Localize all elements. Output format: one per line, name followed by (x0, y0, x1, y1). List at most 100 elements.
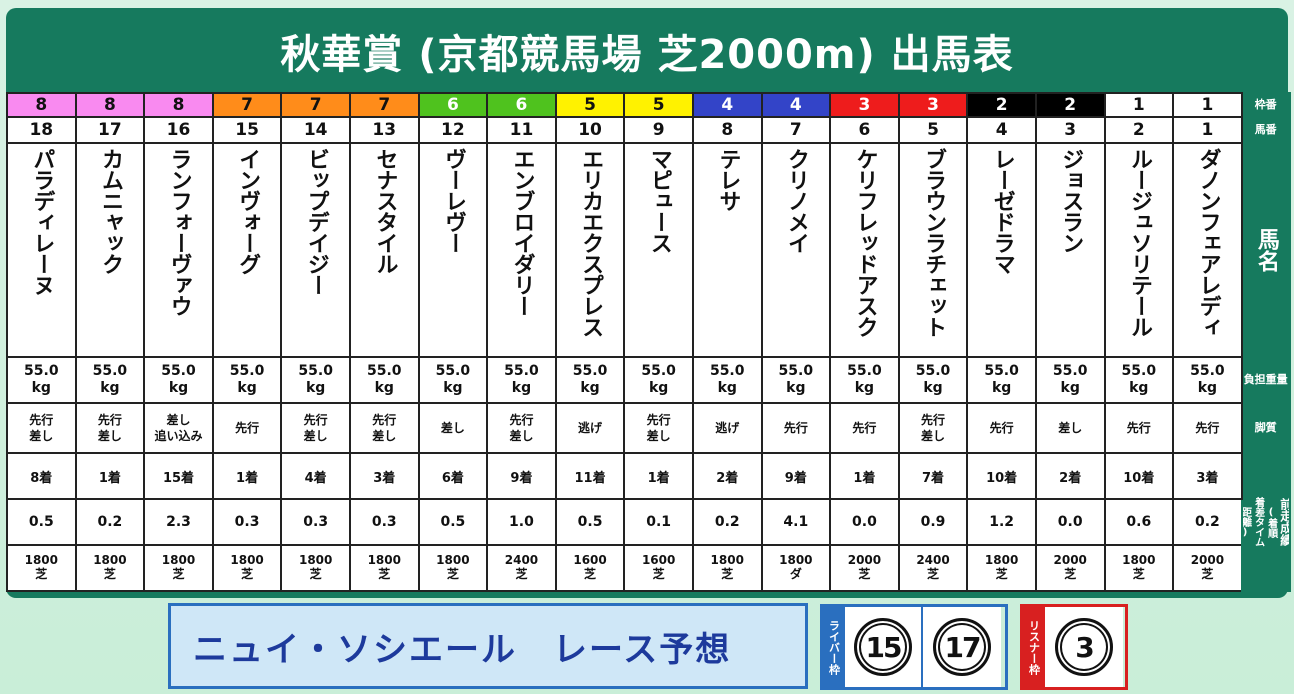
distance-value: 1800 (779, 553, 813, 568)
prev-place-cell: 3着 (1172, 452, 1243, 500)
weight-cell: 55.0 kg (143, 356, 214, 404)
horse-name: マピュース (646, 148, 672, 253)
weight-cell: 55.0 kg (280, 356, 351, 404)
horse-name: テレサ (715, 148, 741, 211)
weight-unit: kg (443, 380, 463, 396)
style-primary: 逃げ (715, 420, 740, 435)
weight-value: 55.0 (1052, 363, 1088, 380)
weight-value: 55.0 (24, 363, 59, 380)
waku-cell: 1 (1103, 92, 1175, 118)
horse-name: ランフォーヴァウ (166, 148, 192, 316)
horse-name: セナスタイル (372, 148, 398, 274)
distance-value: 2400 (916, 553, 950, 568)
waku-cell: 4 (760, 92, 832, 118)
prev-diff-cell: 2.3 (143, 498, 214, 546)
style-cell: 差し 追い込み (143, 402, 214, 454)
horse-name: ジョスラン (1058, 148, 1084, 253)
horse-name-cell: ランフォーヴァウ (143, 142, 214, 358)
prev-diff-cell: 4.1 (760, 498, 832, 546)
umaban-cell: 6 (829, 116, 900, 144)
prev-place-cell: 1着 (623, 452, 694, 500)
prev-diff-cell: 1.2 (966, 498, 1037, 546)
prev-place-cell: 6着 (417, 452, 489, 500)
prediction-banner: ニュイ・ソシエール レース予想 (168, 603, 808, 689)
weight-cell: 55.0 kg (554, 356, 626, 404)
distance-value: 2000 (1053, 553, 1087, 568)
prev-diff-cell: 0.6 (1103, 498, 1175, 546)
style-cell: 先行 差し (897, 402, 969, 454)
prev-place-cell: 2着 (691, 452, 763, 500)
weight-unit: kg (923, 380, 943, 396)
label: 距離) (1241, 506, 1251, 538)
weight-value: 55.0 (641, 363, 676, 380)
weight-cell: 55.0 kg (1172, 356, 1243, 404)
surface-value: 芝 (927, 567, 940, 581)
surface-value: 芝 (378, 567, 391, 581)
row-umaban: 18 17 16 15 14 13 12 11 10 9 8 7 6 5 4 3 2 1 馬番 (6, 116, 1291, 144)
prev-diff-cell: 0.2 (1172, 498, 1243, 546)
prev-distance-cell: 1800 芝 (6, 544, 77, 592)
row-label-waku: 枠番 (1240, 92, 1291, 118)
prev-distance-cell: 1800 芝 (417, 544, 489, 592)
prev-distance-cell: 1800 芝 (966, 544, 1037, 592)
weight-cell: 55.0 kg (211, 356, 283, 404)
prev-place-cell: 10着 (1103, 452, 1175, 500)
prev-diff-cell: 0.5 (417, 498, 489, 546)
label: 負担重量 (1243, 373, 1288, 387)
distance-value: 1600 (573, 553, 607, 568)
prev-distance-cell: 1800 芝 (280, 544, 351, 592)
prev-distance-cell: 2400 芝 (897, 544, 969, 592)
style-primary: 逃げ (578, 420, 603, 435)
style-secondary: 追い込み (154, 429, 203, 443)
prev-place-cell: 11着 (554, 452, 626, 500)
weight-value: 55.0 (1190, 363, 1225, 380)
race-card-table: 8 8 8 7 7 7 6 6 5 5 4 4 3 3 2 2 1 1 枠番 18 17 16 15 14 13 12 11 10 9… (6, 92, 1291, 592)
weight-unit: kg (1197, 380, 1218, 396)
prev-place-cell: 9着 (486, 452, 557, 500)
horse-name: エンブロイダリー (509, 148, 535, 316)
prev-place-cell: 10着 (966, 452, 1037, 500)
style-primary: 先行 (646, 412, 671, 427)
weight-cell: 55.0 kg (348, 356, 420, 404)
weight-cell: 55.0 kg (623, 356, 694, 404)
waku-cell: 6 (486, 92, 557, 118)
weight-value: 55.0 (435, 363, 471, 380)
horse-name: ケリフレッドアスク (852, 148, 878, 337)
weight-cell: 55.0 kg (486, 356, 557, 404)
weight-value: 55.0 (1121, 363, 1157, 380)
weight-unit: kg (854, 380, 875, 396)
surface-value: 芝 (515, 567, 528, 581)
weight-cell: 55.0 kg (691, 356, 763, 404)
style-primary: 差し (440, 420, 465, 435)
prev-place-cell: 7着 (897, 452, 969, 500)
surface-value: 芝 (652, 567, 665, 581)
umaban-cell: 11 (486, 116, 557, 144)
style-cell: 差し (1034, 402, 1106, 454)
prev-distance-cell: 2000 芝 (1172, 544, 1243, 592)
style-primary: 先行 (29, 412, 54, 427)
weight-cell: 55.0 kg (1034, 356, 1106, 404)
prev-distance-cell: 1800 芝 (691, 544, 763, 592)
style-primary: 差し (1058, 420, 1083, 435)
weight-unit: kg (1129, 380, 1149, 396)
horse-name-cell: ヴーレヴー (417, 142, 489, 358)
prev-diff-cell: 0.2 (74, 498, 146, 546)
distance-value: 1800 (1122, 553, 1156, 568)
prev-place-cell: 15着 (143, 452, 214, 500)
weight-cell: 55.0 kg (74, 356, 146, 404)
prev-place-cell: 1着 (74, 452, 146, 500)
pick-circle: 15 (854, 618, 912, 676)
style-primary: 先行 (921, 412, 946, 427)
prev-diff-cell: 0.0 (1034, 498, 1106, 546)
waku-cell: 7 (348, 92, 420, 118)
weight-cell: 55.0 kg (1103, 356, 1175, 404)
surface-value: 芝 (721, 567, 734, 581)
weight-unit: kg (1060, 380, 1080, 396)
liver-pick-2: 17 (923, 607, 1001, 687)
row-label-umaban: 馬番 (1240, 116, 1291, 144)
style-cell: 逃げ (691, 402, 763, 454)
surface-value: 芝 (1132, 567, 1145, 581)
weight-unit: kg (168, 380, 189, 396)
horse-name-cell: カムニャック (74, 142, 146, 358)
waku-cell: 8 (74, 92, 146, 118)
